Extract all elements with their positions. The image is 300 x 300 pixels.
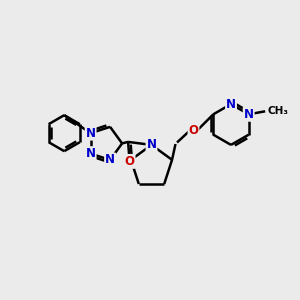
Text: O: O	[188, 124, 199, 137]
Text: N: N	[85, 127, 96, 140]
Text: N: N	[85, 147, 96, 160]
Text: O: O	[124, 155, 135, 168]
Text: CH₃: CH₃	[267, 106, 288, 116]
Text: N: N	[105, 153, 115, 167]
Text: N: N	[244, 108, 254, 121]
Text: N: N	[226, 98, 236, 111]
Text: N: N	[146, 138, 157, 152]
